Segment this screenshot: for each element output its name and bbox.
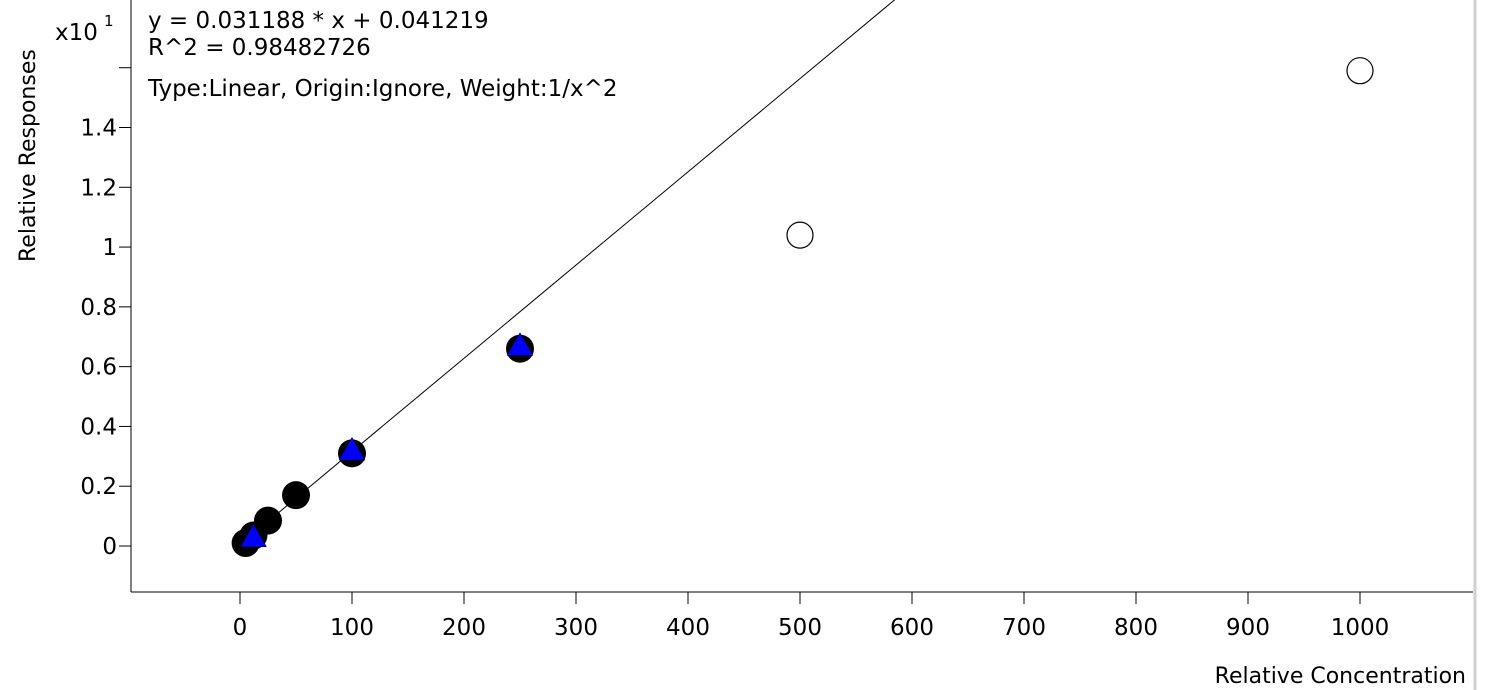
- fit-type-text: Type:Linear, Origin:Ignore, Weight:1/x^2: [147, 76, 617, 102]
- y-tick-label: 0.2: [80, 474, 117, 500]
- x-tick-label: 1000: [1331, 615, 1390, 641]
- data-point-qc: [240, 523, 267, 548]
- x-axis-title: Relative Concentration: [1215, 664, 1466, 689]
- x-tick-label: 900: [1226, 615, 1270, 641]
- y-tick-label: 1.4: [80, 116, 117, 142]
- y-multiplier-base: x10: [55, 20, 98, 46]
- y-tick-label: 0.8: [80, 295, 117, 321]
- r-squared-text: R^2 = 0.98482726: [148, 35, 371, 61]
- y-tick-label: 1.2: [80, 175, 117, 201]
- axes-layer: 0 0.2 0.4 0.6 0.8 1 1.2 1.4 0 100 200 300 400 500 600 7…: [80, 0, 1473, 641]
- equation-text: y = 0.031188 * x + 0.041219: [148, 8, 489, 34]
- x-tick-label: 600: [890, 615, 934, 641]
- data-point-excluded: [786, 221, 814, 249]
- data-point-filled: [282, 481, 310, 510]
- fit-layer: [239, 0, 896, 546]
- y-tick-label: 0.4: [80, 414, 117, 440]
- data-point-filled: [254, 506, 282, 535]
- data-point-qc: [506, 332, 534, 356]
- y-tick-label: 1: [102, 235, 117, 261]
- x-tick-label: 400: [666, 615, 710, 641]
- x-tick-label: 200: [442, 615, 486, 641]
- y-tick-label: 0.6: [80, 355, 117, 381]
- y-multiplier-exponent: 1: [104, 12, 114, 30]
- x-tick-label: 500: [778, 615, 822, 641]
- y-axis-title: Relative Responses: [16, 49, 41, 262]
- y-multiplier: x10 1: [55, 12, 114, 46]
- y-tick-label: 0: [102, 534, 117, 560]
- data-point-excluded: [1346, 57, 1374, 85]
- regression-line: [239, 0, 896, 546]
- x-tick-label: 700: [1002, 615, 1046, 641]
- x-tick-label: 300: [554, 615, 598, 641]
- x-tick-label: 800: [1114, 615, 1158, 641]
- x-tick-label: 100: [330, 615, 374, 641]
- data-point-qc: [338, 436, 366, 461]
- marks-layer: [231, 57, 1374, 558]
- x-tick-label: 0: [233, 615, 248, 641]
